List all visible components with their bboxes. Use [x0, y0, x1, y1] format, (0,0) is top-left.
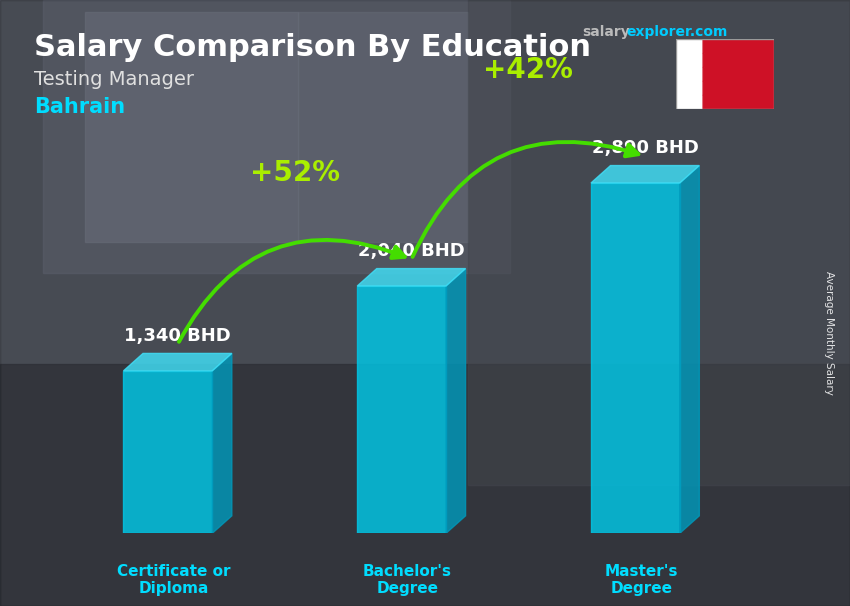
Bar [676, 39, 703, 109]
Polygon shape [703, 81, 717, 95]
Polygon shape [703, 67, 717, 81]
Bar [0, 364, 850, 606]
Text: 1,340 BHD: 1,340 BHD [124, 327, 231, 345]
Bar [591, 183, 680, 533]
Text: explorer.com: explorer.com [626, 25, 728, 39]
Bar [357, 286, 446, 533]
Bar [123, 371, 212, 533]
Polygon shape [446, 268, 466, 533]
Polygon shape [123, 353, 232, 371]
Polygon shape [212, 353, 232, 533]
Text: Bachelor's
Degree: Bachelor's Degree [363, 564, 452, 596]
Text: Bahrain: Bahrain [34, 97, 125, 117]
Text: +52%: +52% [250, 159, 339, 187]
Text: Master's
Degree: Master's Degree [604, 564, 678, 596]
Polygon shape [703, 53, 717, 67]
Bar [85, 12, 298, 242]
Polygon shape [680, 165, 700, 533]
Text: Certificate or
Diploma: Certificate or Diploma [117, 564, 230, 596]
Text: Average Monthly Salary: Average Monthly Salary [824, 271, 834, 395]
Bar [298, 12, 468, 242]
Bar [42, 0, 510, 273]
Text: Salary Comparison By Education: Salary Comparison By Education [34, 33, 591, 62]
Polygon shape [591, 165, 700, 183]
Text: 2,040 BHD: 2,040 BHD [358, 242, 465, 260]
Polygon shape [703, 39, 717, 53]
Polygon shape [357, 268, 466, 286]
Text: Testing Manager: Testing Manager [34, 70, 194, 88]
Text: 2,890 BHD: 2,890 BHD [592, 139, 699, 157]
Polygon shape [703, 95, 717, 109]
Bar [468, 0, 850, 485]
Text: +42%: +42% [484, 56, 573, 84]
Text: salary: salary [582, 25, 630, 39]
